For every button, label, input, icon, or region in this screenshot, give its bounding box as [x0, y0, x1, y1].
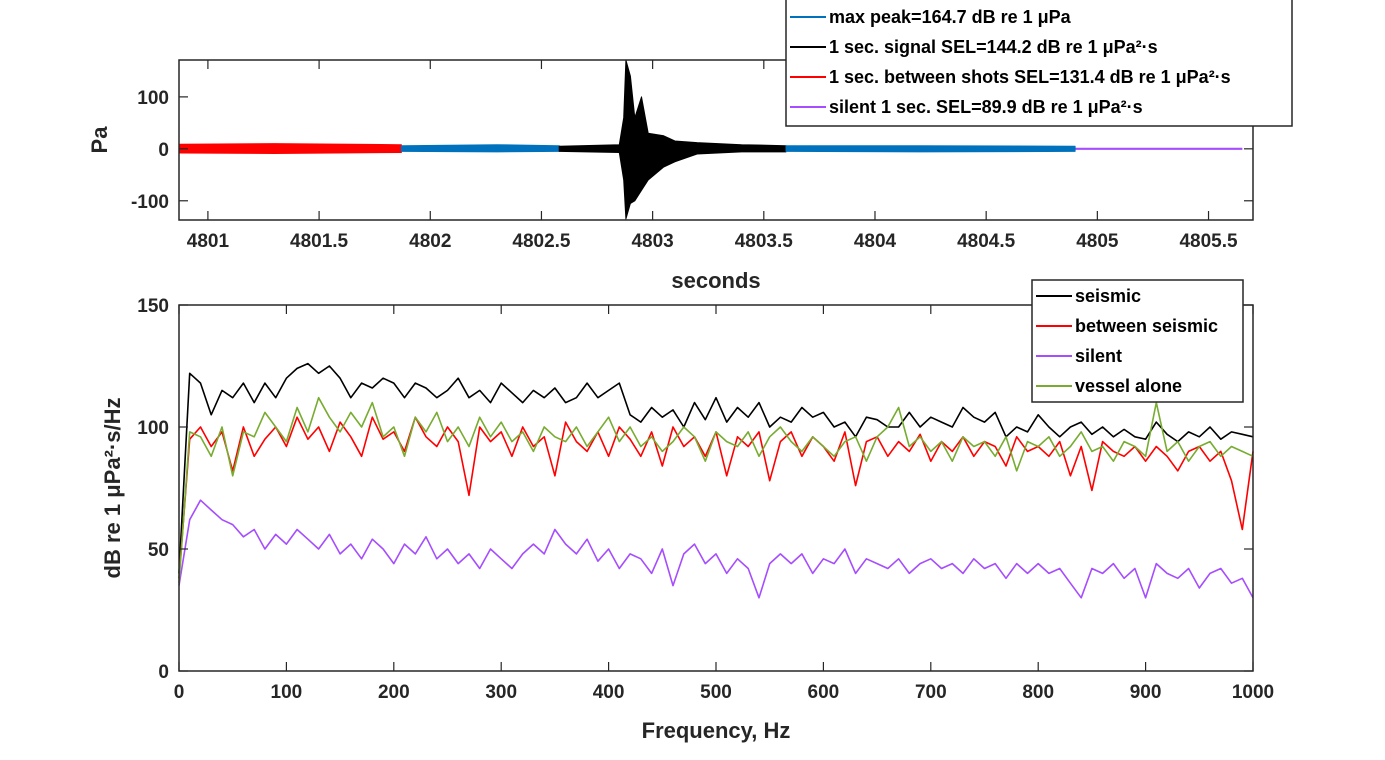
top-x-axis-label: seconds [671, 268, 760, 293]
spectrum-plot: 0 100 200 300 400 500 600 700 800 900 1000 0 50 100 15… [137, 279, 1274, 703]
legend-entry: 1 sec. between shots SEL=131.4 dB re 1 μ… [829, 67, 1231, 87]
x-tick-label: 4803.5 [735, 231, 794, 252]
legend-entry: silent [1075, 346, 1122, 366]
x-tick-label: 800 [1022, 682, 1054, 703]
x-tick-label: 400 [593, 682, 625, 703]
bottom-x-axis-label: Frequency, Hz [642, 718, 791, 743]
x-tick-label: 500 [700, 682, 732, 703]
y-tick-label: -100 [131, 192, 169, 213]
legend-box [1031, 279, 1244, 403]
x-tick-label: 0 [174, 682, 185, 703]
series-line-seismic [178, 362, 1254, 574]
x-tick-label: 4805.5 [1179, 231, 1238, 252]
x-tick-label: 4803 [631, 231, 673, 252]
bottom-y-axis-label: dB re 1 μPa²·s/Hz [100, 398, 125, 579]
x-tick-label: 4804 [854, 231, 897, 252]
y-tick-label: 50 [148, 540, 169, 561]
y-tick-label: 0 [158, 140, 169, 161]
legend-box [785, 0, 1293, 127]
axes-box [178, 59, 1254, 221]
legend-entry: max peak=164.7 dB re 1 μPa [829, 7, 1072, 27]
waveform-segment [785, 145, 1076, 153]
x-tick-label: 1000 [1232, 682, 1274, 703]
x-tick-label: 4801 [187, 231, 230, 252]
series-line-silent [178, 499, 1254, 599]
y-tick-label: 150 [137, 296, 169, 317]
time-series-plot: 4801 4801.5 4802 4802.5 4803 4803.5 4804 4804.5… [131, 0, 1293, 252]
legend-entry: between seismic [1075, 316, 1218, 336]
x-tick-label: 200 [378, 682, 410, 703]
legend-entry: vessel alone [1075, 376, 1182, 396]
legend-entry: silent 1 sec. SEL=89.9 dB re 1 μPa²·s [829, 97, 1143, 117]
legend-entry: seismic [1075, 286, 1141, 306]
series-line-vessel-alone [178, 396, 1254, 584]
x-tick-label: 700 [915, 682, 947, 703]
x-tick-label: 300 [485, 682, 517, 703]
legend-entry: 1 sec. signal SEL=144.2 dB re 1 μPa²·s [829, 37, 1158, 57]
x-tick-label: 4804.5 [957, 231, 1016, 252]
top-y-axis-label: Pa [87, 126, 112, 154]
x-tick-label: 100 [271, 682, 303, 703]
y-tick-label: 0 [158, 662, 169, 683]
y-tick-label: 100 [137, 88, 169, 109]
x-tick-label: 4802.5 [512, 231, 571, 252]
y-tick-label: 100 [137, 418, 169, 439]
x-tick-label: 4801.5 [290, 231, 349, 252]
x-tick-label: 4802 [409, 231, 451, 252]
waveform-segment [400, 144, 560, 153]
waveform-segment [178, 143, 402, 154]
x-tick-label: 4805 [1076, 231, 1119, 252]
x-tick-label: 600 [808, 682, 840, 703]
x-tick-label: 900 [1130, 682, 1162, 703]
